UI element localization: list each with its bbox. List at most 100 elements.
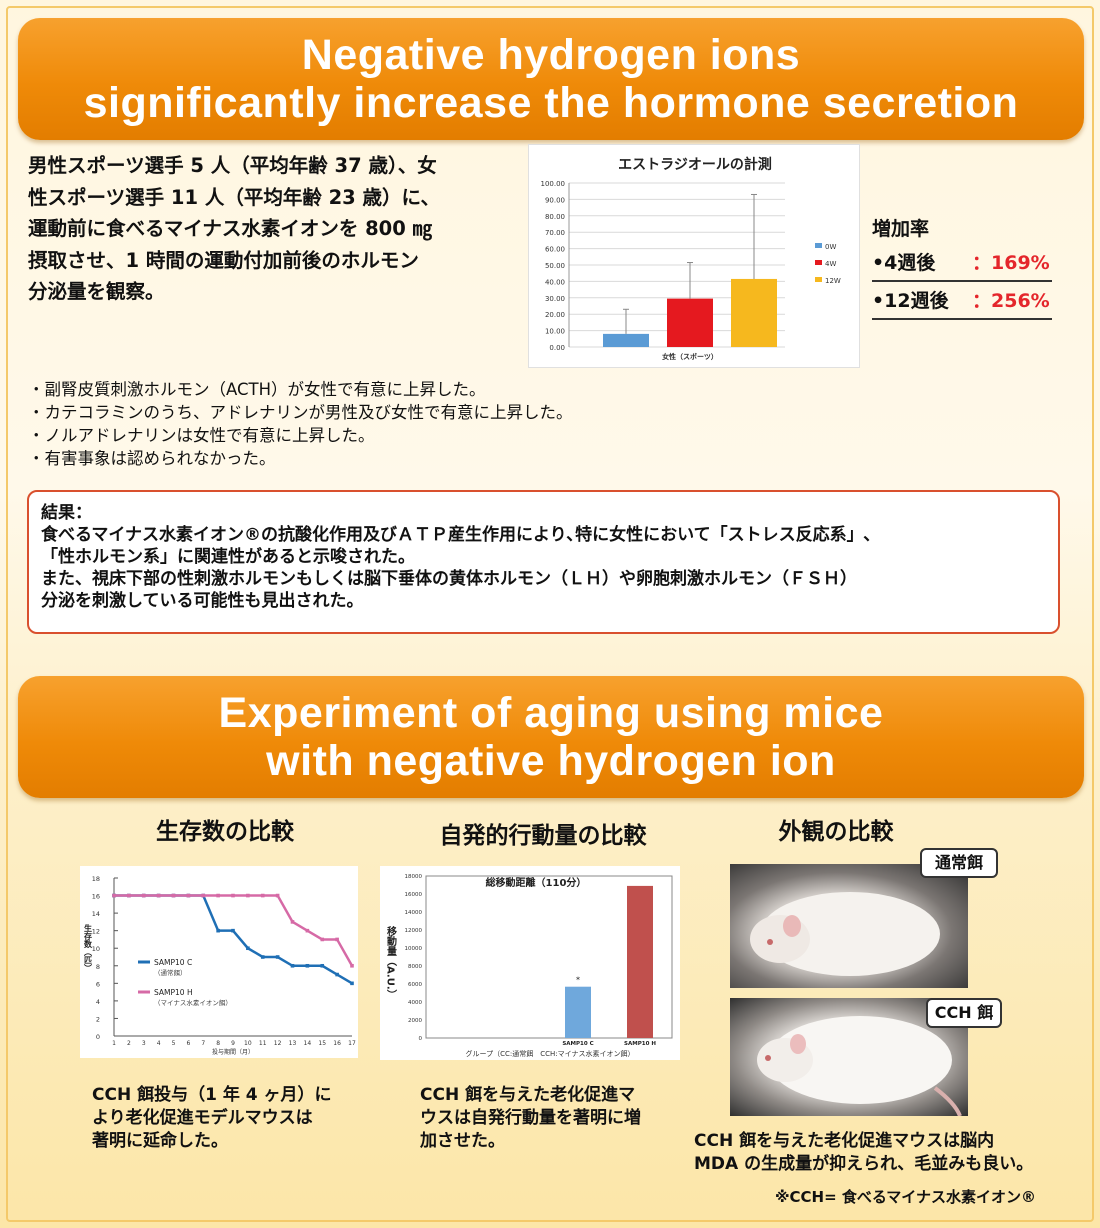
chart-title: エストラジオールの計測 — [618, 156, 772, 173]
caption-line: 著明に延命した。 — [92, 1131, 228, 1151]
activity-caption: CCH 餌を与えた老化促進マ ウスは自発行動量を著明に増 加させた。 — [420, 1084, 690, 1153]
caption-line: ウスは自発行動量を著明に増 — [420, 1108, 641, 1128]
data-point — [231, 893, 235, 898]
mouse-illustration — [757, 1016, 962, 1116]
banner-line-2: significantly increase the hormone secre… — [83, 79, 1019, 127]
intro-line: 性スポーツ選手 11 人（平均年齢 23 歳）に、 — [28, 185, 440, 209]
y-tick-label: 90.00 — [545, 196, 565, 204]
y-tick-label: 10.00 — [545, 328, 565, 336]
data-point — [335, 937, 339, 942]
legend-swatch — [815, 243, 822, 248]
intro-line: 分泌量を観察。 — [28, 280, 165, 303]
y-tick-label: 0 — [96, 1033, 100, 1041]
rate-value: ：169% — [972, 252, 1050, 274]
intro-line: 摂取させ、1 時間の運動付加前後のホルモン — [28, 248, 419, 272]
increase-rates: 増加率 •4週後 ：169% •12週後 ：256% — [872, 214, 1052, 320]
result-heading: 結果： — [41, 503, 92, 523]
caption-line: CCH 餌を与えた老化促進マウスは脳内 — [694, 1131, 995, 1151]
x-tick-label: 4 — [157, 1040, 161, 1047]
rate-row-4w: •4週後 ：169% — [872, 244, 1052, 282]
activity-title: 自発的行動量の比較 — [439, 823, 647, 849]
legend-sublabel: （マイナス水素イオン餌） — [154, 998, 232, 1007]
rates-title: 増加率 — [872, 218, 930, 240]
mouse-illustration — [750, 892, 940, 976]
significance-mark: * — [576, 976, 580, 985]
y-tick-label: 16000 — [405, 892, 423, 898]
x-tick-label: 1 — [112, 1040, 116, 1047]
bar-12W — [731, 278, 777, 347]
x-tick-label: 3 — [142, 1040, 146, 1047]
x-tick-label: 15 — [318, 1040, 326, 1047]
data-point — [231, 928, 235, 933]
result-box: 結果： 食べるマイナス水素イオン®の抗酸化作用及びＡＴＰ産生作用により､特に女性… — [27, 490, 1060, 634]
y-tick-label: 8000 — [408, 964, 422, 970]
y-tick-label: 10000 — [405, 946, 423, 952]
x-tick-label: 11 — [259, 1040, 267, 1047]
data-point — [246, 893, 250, 898]
x-tick-label: 12 — [274, 1040, 282, 1047]
result-line: 「性ホルモン系」に関連性があると示唆された。 — [41, 547, 415, 567]
y-tick-label: 0 — [419, 1036, 423, 1042]
caption-line: CCH 餌を与えた老化促進マ — [420, 1085, 636, 1105]
banner-line-2: with negative hydrogen ion — [266, 737, 836, 785]
legend-label: SAMP10 C — [154, 958, 192, 967]
data-point — [350, 981, 354, 986]
y-tick-label: 14000 — [405, 910, 423, 916]
banner-aging: Experiment of aging using mice with nega… — [18, 676, 1084, 798]
legend-label: SAMP10 H — [154, 988, 193, 997]
data-point — [216, 893, 220, 898]
caption-line: より老化促進モデルマウスは — [92, 1108, 313, 1128]
data-point — [156, 893, 161, 898]
y-tick-label: 14 — [92, 910, 100, 918]
y-tick-label: 50.00 — [545, 262, 565, 270]
y-axis-label: 移動量（A.U.） — [385, 925, 398, 1000]
appearance-title: 外観の比較 — [778, 819, 894, 845]
x-tick-label: 14 — [304, 1040, 312, 1047]
x-category-label: 女性（スポーツ） — [662, 352, 718, 361]
plot-frame — [425, 875, 673, 1039]
banner-hormone: Negative hydrogen ions significantly inc… — [18, 18, 1084, 140]
data-point — [201, 893, 206, 898]
estradiol-chart: エストラジオールの計測 0.00 10.00 20.00 30.00 40.00 50.00… — [528, 144, 860, 368]
bar-1 — [565, 986, 591, 1038]
x-axis-label: 投与期間（月） — [212, 1048, 254, 1056]
rate-label: •4週後 — [872, 252, 936, 274]
y-tick-label: 2000 — [408, 1018, 422, 1024]
legend-swatch — [815, 277, 822, 282]
legend-label: 4W — [825, 260, 836, 268]
intro-text: 男性スポーツ選手 5 人（平均年齢 37 歳）、女 性スポーツ選手 11 人（平… — [28, 150, 508, 308]
data-point — [171, 893, 176, 898]
y-tick-label: 8 — [96, 963, 100, 971]
x-tick-label: 16 — [333, 1040, 341, 1047]
rate-row-12w: •12週後 ：256% — [872, 282, 1052, 320]
survival-chart: 0 2 4 6 8 10 12 14 16 18 1 2 3 4 5 6 7 8 9 10 11 12 13 14 15 16 17… — [80, 866, 358, 1058]
y-tick-label: 70.00 — [545, 229, 565, 237]
label-normal-feed: 通常餌 — [920, 848, 998, 878]
findings-list: ・副腎皮質刺激ホルモン（ACTH）が女性で有意に上昇した。 ・カテコラミンのうち… — [28, 378, 1078, 470]
legend-swatch — [815, 260, 822, 265]
y-tick-label: 80.00 — [545, 213, 565, 221]
y-axis-label: 生存数（匹） — [83, 923, 93, 972]
x-axis-label: グループ（CC:通常餌 CCH:マイナス水素イオン餌） — [466, 1049, 635, 1058]
appearance-caption: CCH 餌を与えた老化促進マウスは脳内 MDA の生成量が抑えられ、毛並みも良い… — [694, 1130, 1064, 1176]
data-point — [290, 963, 295, 968]
caption-line: MDA の生成量が抑えられ、毛並みも良い。 — [694, 1154, 1034, 1174]
data-point — [305, 928, 310, 933]
data-point — [216, 928, 220, 933]
result-line: 分泌を刺激している可能性も見出された。 — [41, 591, 364, 611]
y-tick-label: 10 — [92, 945, 100, 953]
legend-sublabel: （通常餌） — [154, 968, 187, 977]
y-tick-label: 4 — [96, 998, 100, 1006]
mouse-photo-normal — [730, 864, 968, 988]
activity-chart: 総移動距離（110分） 0 2000 4000 6000 8000 10000 12000 14… — [380, 866, 680, 1060]
bar-2 — [627, 885, 653, 1038]
intro-line: 男性スポーツ選手 5 人（平均年齢 37 歳）、女 — [28, 154, 437, 177]
data-point — [141, 893, 146, 898]
y-tick-label: 6000 — [408, 982, 422, 988]
x-tick-label: 5 — [172, 1040, 176, 1047]
series-line-1 — [114, 894, 353, 985]
data-point — [320, 937, 325, 942]
legend-label: 0W — [825, 243, 836, 251]
x-tick-label: 2 — [127, 1040, 131, 1047]
